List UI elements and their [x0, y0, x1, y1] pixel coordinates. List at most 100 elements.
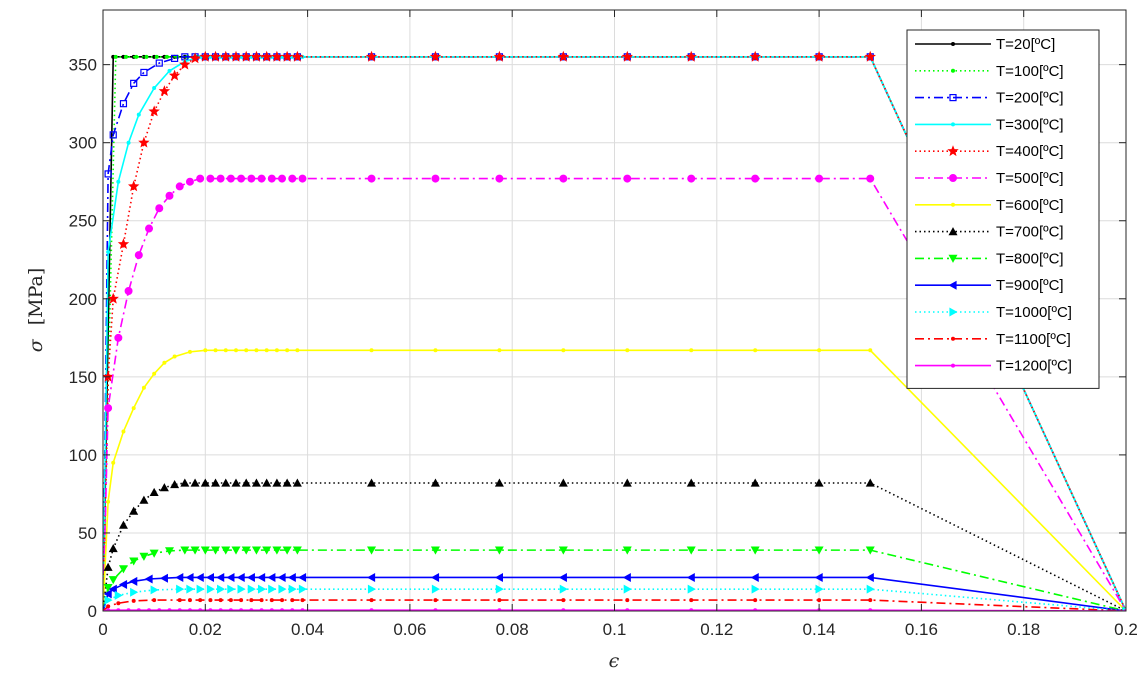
data-point: [369, 598, 374, 603]
data-point: [147, 608, 152, 611]
data-point: [226, 572, 235, 582]
data-point: [196, 584, 205, 594]
data-point: [814, 572, 823, 582]
data-point: [116, 179, 121, 184]
data-point: [687, 584, 696, 594]
data-point: [686, 546, 696, 555]
data-point: [271, 50, 283, 62]
data-point: [949, 93, 957, 102]
data-point: [223, 348, 228, 353]
data-point: [949, 307, 958, 317]
data-point: [144, 54, 149, 59]
data-point: [145, 224, 154, 233]
series-6: [103, 348, 1126, 611]
data-point: [559, 174, 568, 183]
data-point: [154, 54, 159, 59]
data-point: [267, 174, 276, 183]
data-point: [622, 572, 631, 582]
data-point: [139, 552, 149, 561]
legend-label: T=500[ºC]: [996, 170, 1064, 187]
data-point: [561, 608, 566, 611]
data-point: [623, 584, 632, 594]
data-point: [753, 608, 758, 611]
data-point: [221, 546, 231, 555]
data-point: [365, 50, 378, 62]
data-point: [267, 572, 276, 582]
data-point: [689, 348, 694, 353]
data-point: [190, 546, 200, 555]
data-point: [209, 50, 222, 62]
legend-label: T=800[ºC]: [996, 250, 1064, 267]
data-point: [117, 238, 130, 249]
data-point: [429, 50, 442, 62]
data-point: [108, 576, 118, 585]
y-tick-label: 300: [69, 134, 97, 153]
data-point: [140, 68, 148, 77]
data-point: [149, 487, 159, 496]
data-point: [152, 371, 157, 376]
data-point: [689, 608, 694, 611]
data-point: [367, 584, 377, 594]
data-point: [144, 574, 153, 584]
data-point: [172, 354, 177, 359]
x-axis-label: ϵ: [609, 650, 620, 672]
data-point: [187, 349, 192, 354]
data-point: [227, 584, 236, 594]
data-point: [866, 174, 875, 183]
data-point: [300, 598, 305, 603]
legend-label: T=400[ºC]: [996, 143, 1064, 160]
data-point: [220, 50, 232, 62]
data-point: [104, 595, 113, 605]
data-point: [211, 546, 221, 555]
x-tick-label: 0.12: [700, 620, 733, 639]
data-point: [228, 608, 233, 611]
data-point: [431, 584, 440, 594]
data-point: [157, 608, 162, 611]
data-point: [141, 385, 146, 390]
data-point: [205, 572, 215, 582]
data-point: [113, 54, 118, 59]
data-point: [300, 608, 305, 611]
data-point: [249, 608, 254, 611]
legend-item: T=700[ºC]: [915, 224, 1064, 241]
data-point: [272, 546, 282, 555]
data-point: [106, 604, 111, 609]
data-point: [625, 598, 630, 603]
data-point: [190, 478, 200, 487]
data-point: [150, 585, 159, 595]
data-point: [864, 50, 876, 62]
legend-label: T=1100[ºC]: [996, 331, 1071, 348]
data-point: [623, 174, 632, 183]
data-point: [130, 587, 139, 597]
data-point: [282, 546, 292, 555]
data-point: [138, 136, 150, 148]
data-point: [622, 478, 632, 487]
data-point: [114, 333, 123, 342]
data-point: [230, 50, 242, 62]
data-point: [264, 348, 269, 353]
data-point: [167, 608, 172, 611]
data-point: [558, 546, 568, 555]
data-point: [288, 174, 297, 183]
data-point: [107, 292, 119, 304]
data-point: [136, 112, 141, 117]
data-point: [277, 572, 286, 582]
data-point: [951, 68, 955, 73]
data-point: [111, 460, 116, 465]
legend-label: T=100[ºC]: [996, 63, 1064, 80]
data-point: [241, 478, 251, 487]
y-tick-label: 0: [88, 602, 97, 621]
data-point: [559, 584, 568, 594]
data-point: [433, 598, 438, 603]
data-point: [106, 249, 111, 254]
data-point: [269, 608, 274, 611]
data-point: [430, 478, 440, 487]
legend-item: T=1100[ºC]: [915, 331, 1071, 348]
data-point: [262, 546, 272, 555]
y-tick-label: 50: [78, 524, 97, 543]
data-point: [136, 608, 141, 611]
data-point: [108, 544, 118, 553]
data-point: [868, 348, 873, 353]
data-point: [497, 608, 502, 611]
y-axis-symbol: σ: [25, 338, 47, 352]
